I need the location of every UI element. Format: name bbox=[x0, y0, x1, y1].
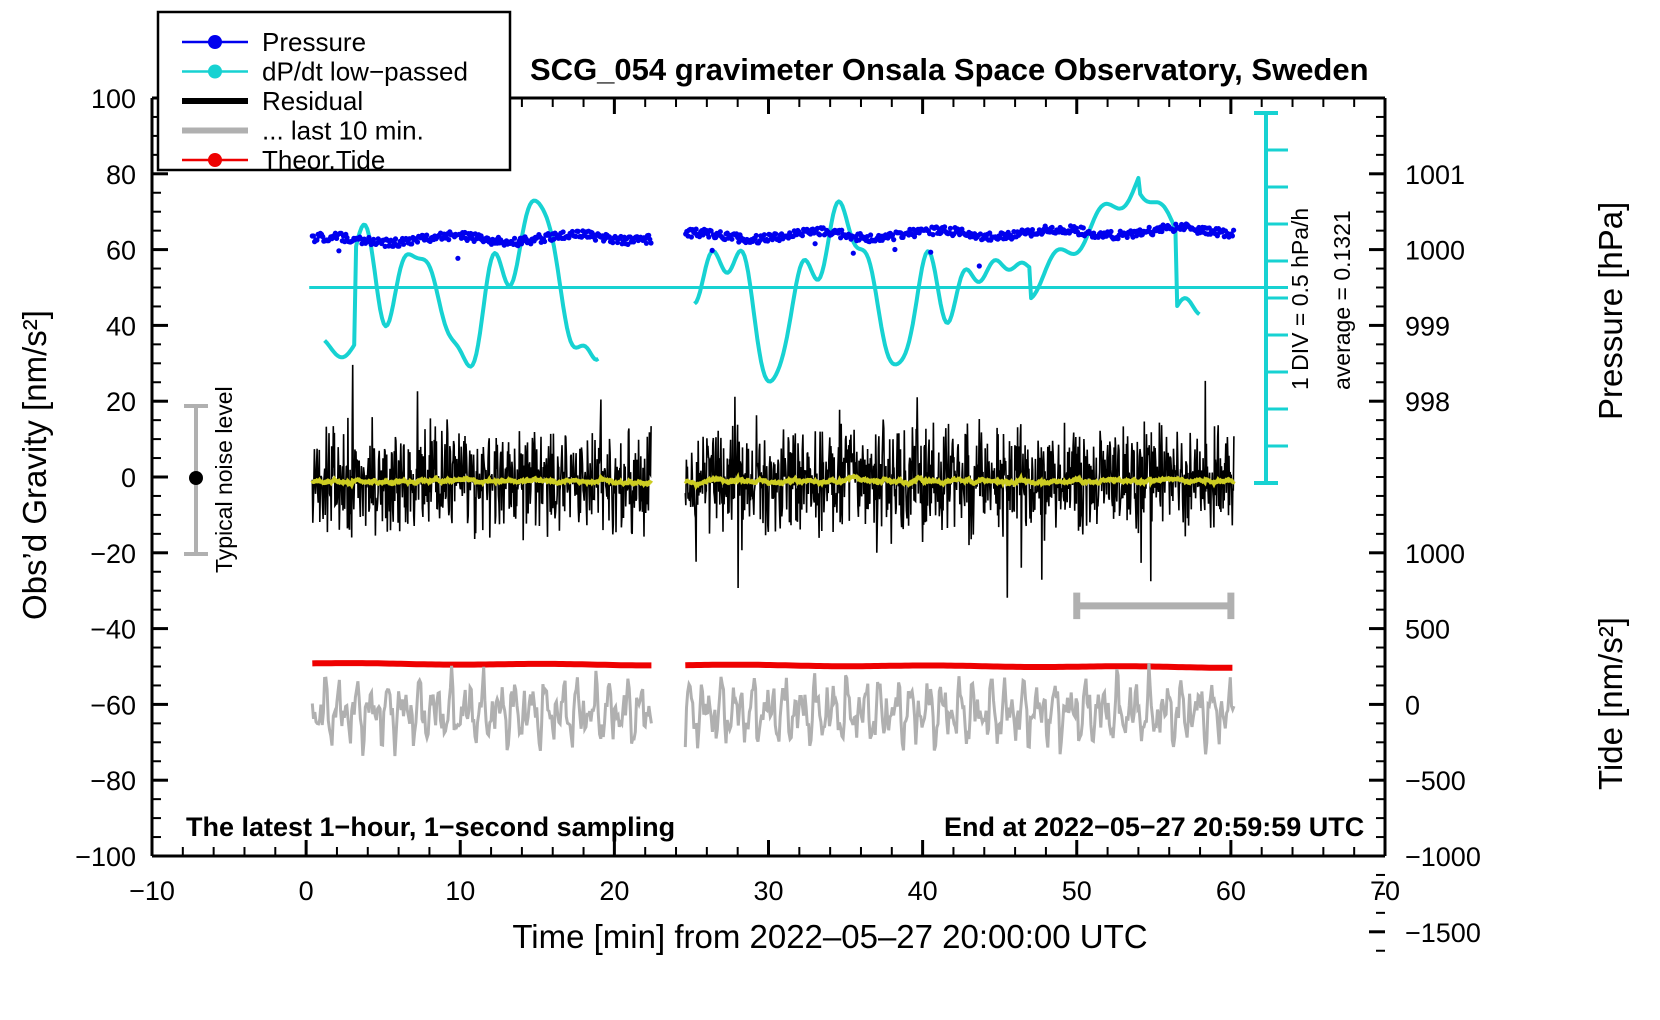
theor-tide-line bbox=[685, 661, 1233, 671]
right-tide-tick-label: −1000 bbox=[1405, 842, 1481, 872]
scalebar-average-label: average = 0.1321 bbox=[1329, 210, 1355, 390]
right-pressure-tick-label: 999 bbox=[1405, 311, 1450, 341]
x-axis-ticks: −10 0 10 20 30 40 50 60 70 bbox=[129, 98, 1400, 906]
legend-item-label: Pressure bbox=[262, 27, 366, 57]
residual-smoothed-line bbox=[683, 472, 1236, 491]
y-axis-ticks: 100 80 60 40 20 0 −20 −40 −60 −80 −100 bbox=[75, 84, 168, 872]
y-tick-label: 60 bbox=[106, 236, 136, 266]
y-tick-label: 40 bbox=[106, 311, 136, 341]
y-axis-title: Obs’d Gravity [nm/s²] bbox=[16, 310, 53, 620]
y-tick-label: −20 bbox=[90, 539, 136, 569]
legend-item[interactable]: ... last 10 min. bbox=[182, 116, 424, 146]
legend-item-label: ... last 10 min. bbox=[262, 116, 424, 146]
y-tick-label: 80 bbox=[106, 160, 136, 190]
right-pressure-axis-title: Pressure [hPa] bbox=[1592, 202, 1629, 420]
last-10min-trace bbox=[683, 663, 1236, 755]
footer-right-note: End at 2022−05−27 20:59:59 UTC bbox=[944, 812, 1364, 842]
right-tide-tick-label: −1500 bbox=[1405, 918, 1481, 948]
right-pressure-ticks: 1001 1000 999 998 bbox=[1369, 160, 1465, 417]
right-pressure-tick-label: 998 bbox=[1405, 387, 1450, 417]
x-tick-label: −10 bbox=[129, 876, 175, 906]
legend-item[interactable]: dP/dt low−passed bbox=[182, 57, 468, 87]
typical-noise-marker: Typical noise level bbox=[184, 386, 237, 573]
legend-item-label: dP/dt low−passed bbox=[262, 57, 468, 87]
minor-ticks bbox=[152, 98, 1385, 952]
legend-swatch-marker bbox=[208, 153, 222, 167]
right-tide-tick-label: 0 bbox=[1405, 690, 1420, 720]
right-tide-tick-label: 500 bbox=[1405, 615, 1450, 645]
right-tide-tick-label: −500 bbox=[1405, 766, 1466, 796]
page-title: SCG_054 gravimeter Onsala Space Observat… bbox=[530, 52, 1369, 87]
residual-smoothed-line bbox=[310, 473, 653, 490]
x-tick-label: 70 bbox=[1370, 876, 1400, 906]
pressure-scalebar: 1 DIV = 0.5 hPa/h average = 0.1321 bbox=[1254, 111, 1355, 485]
legend-swatch-marker bbox=[208, 35, 222, 49]
x-tick-label: 40 bbox=[908, 876, 938, 906]
pressure-scatter bbox=[309, 221, 1237, 269]
dpdt-lowpassed-line bbox=[693, 176, 1201, 384]
residual-line bbox=[311, 364, 652, 541]
x-tick-label: 50 bbox=[1062, 876, 1092, 906]
series-layer bbox=[309, 176, 1288, 757]
y-tick-label: 100 bbox=[91, 84, 136, 114]
legend-item[interactable]: Theor.Tide bbox=[182, 145, 385, 175]
legend-item-label: Theor.Tide bbox=[262, 145, 385, 175]
x-tick-label: 10 bbox=[445, 876, 475, 906]
x-tick-label: 30 bbox=[753, 876, 783, 906]
last-10min-trace bbox=[310, 665, 653, 757]
y-tick-label: −60 bbox=[90, 690, 136, 720]
right-tide-axis-title: Tide [nm/s²] bbox=[1592, 617, 1629, 790]
legend-swatch-marker bbox=[208, 64, 222, 79]
legend-item[interactable]: Residual bbox=[182, 86, 363, 116]
x-axis-title: Time [min] from 2022–05–27 20:00:00 UTC bbox=[512, 918, 1147, 955]
last-10min-span-bar bbox=[1073, 592, 1235, 620]
legend-item-label: Residual bbox=[262, 86, 363, 116]
residual-line bbox=[684, 380, 1235, 598]
x-tick-label: 0 bbox=[299, 876, 314, 906]
footer-left-note: The latest 1−hour, 1−second sampling bbox=[186, 812, 675, 842]
y-tick-label: −100 bbox=[75, 842, 136, 872]
right-tide-tick-label: 1000 bbox=[1405, 539, 1465, 569]
x-tick-label: 20 bbox=[599, 876, 629, 906]
dpdt-lowpassed-line bbox=[323, 198, 600, 369]
right-pressure-tick-label: 1000 bbox=[1405, 236, 1465, 266]
right-pressure-tick-label: 1001 bbox=[1405, 160, 1465, 190]
y-tick-label: 20 bbox=[106, 387, 136, 417]
theor-tide-line bbox=[312, 660, 652, 669]
y-tick-label: 0 bbox=[121, 463, 136, 493]
y-tick-label: −40 bbox=[90, 615, 136, 645]
legend-item[interactable]: Pressure bbox=[182, 27, 366, 57]
typical-noise-label: Typical noise level bbox=[211, 386, 237, 573]
scalebar-div-label: 1 DIV = 0.5 hPa/h bbox=[1287, 208, 1313, 390]
right-tide-ticks: 1000 500 0 −500 −1000 −1500 bbox=[1369, 539, 1481, 948]
y-tick-label: −80 bbox=[90, 766, 136, 796]
x-tick-label: 60 bbox=[1216, 876, 1246, 906]
